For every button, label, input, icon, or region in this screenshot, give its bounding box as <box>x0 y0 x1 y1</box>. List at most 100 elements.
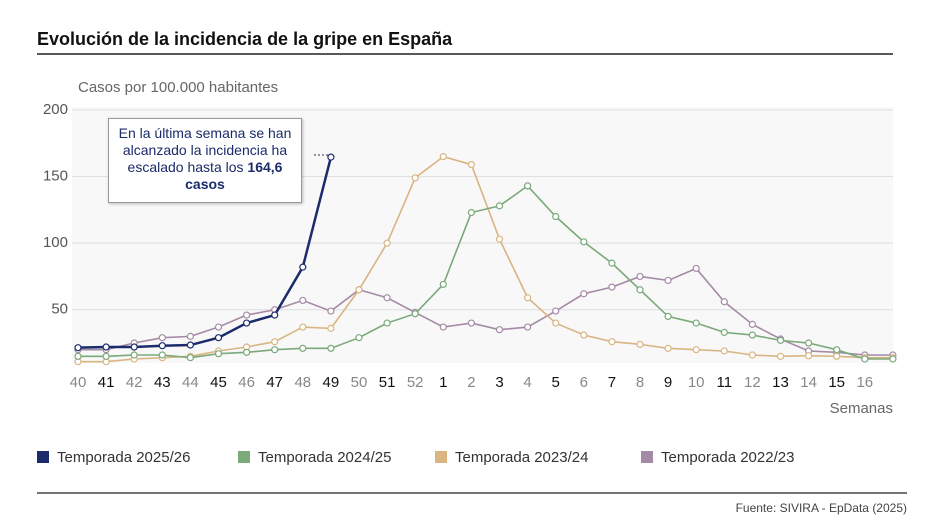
y-axis-label: Casos por 100.000 habitantes <box>78 79 278 96</box>
legend-label: Temporada 2023/24 <box>455 449 588 466</box>
data-point <box>495 202 504 210</box>
y-tick-label: 150 <box>43 168 68 185</box>
data-point <box>776 336 785 344</box>
x-tick-label: 14 <box>800 374 817 391</box>
data-point <box>186 354 194 362</box>
data-point <box>158 342 166 350</box>
data-point <box>299 263 307 271</box>
data-point <box>608 283 616 291</box>
data-point <box>776 352 785 360</box>
data-point <box>439 323 447 331</box>
legend-swatch <box>435 451 447 463</box>
annotation-text: En la última semana se han alcanzado la … <box>118 125 292 175</box>
x-tick-label: 16 <box>856 374 873 391</box>
data-point <box>523 294 532 302</box>
x-tick-label: 1 <box>439 374 447 391</box>
x-tick-label: 47 <box>266 374 283 391</box>
data-point <box>580 238 588 246</box>
series-line <box>78 155 893 363</box>
data-point <box>664 312 672 320</box>
data-point <box>748 331 757 339</box>
x-tick-label: 7 <box>608 374 616 391</box>
data-point <box>552 212 560 221</box>
data-point <box>74 352 82 360</box>
data-point <box>355 286 363 294</box>
legend-label: Temporada 2022/23 <box>661 449 794 466</box>
data-point <box>186 332 194 340</box>
data-point <box>271 338 279 346</box>
data-point <box>243 348 251 356</box>
data-point <box>383 319 391 327</box>
x-tick-label: 44 <box>182 374 199 391</box>
legend-swatch <box>238 451 250 463</box>
data-point <box>383 239 391 247</box>
data-point <box>467 319 475 327</box>
data-point <box>243 319 251 327</box>
x-tick-label: 3 <box>495 374 503 391</box>
data-point <box>523 182 532 190</box>
data-point <box>748 320 757 328</box>
x-tick-label: 40 <box>70 374 87 391</box>
data-point <box>74 344 82 352</box>
data-point <box>158 351 166 359</box>
source: Fuente: SIVIRA - EpData (2025) <box>736 501 907 515</box>
x-tick-label: 46 <box>238 374 255 391</box>
data-point <box>243 311 251 319</box>
data-point <box>327 344 335 352</box>
data-point <box>636 272 644 281</box>
x-tick-label: 15 <box>828 374 845 391</box>
x-tick-label: 42 <box>126 374 143 391</box>
data-point <box>327 324 335 332</box>
x-tick-label: 4 <box>523 374 531 391</box>
data-point <box>523 323 532 331</box>
data-point <box>692 319 700 327</box>
data-point <box>411 174 419 182</box>
data-point <box>158 334 166 342</box>
x-tick-label: 51 <box>379 374 396 391</box>
x-tick-label: 43 <box>154 374 171 391</box>
data-point <box>271 346 279 354</box>
data-point <box>355 334 363 342</box>
data-point <box>720 328 728 336</box>
data-point <box>411 310 419 318</box>
data-point <box>327 153 335 161</box>
data-point <box>692 264 700 273</box>
data-point <box>495 235 504 243</box>
data-point <box>467 208 475 217</box>
data-point <box>102 343 110 351</box>
data-point <box>186 341 194 349</box>
data-point <box>580 331 588 339</box>
series-line <box>77 156 333 349</box>
data-point <box>299 296 307 305</box>
series-line <box>78 184 893 360</box>
data-point <box>720 298 728 306</box>
data-point <box>833 346 841 354</box>
data-point <box>720 347 728 355</box>
data-point <box>299 344 307 352</box>
x-tick-label: 10 <box>688 374 705 391</box>
data-point <box>214 323 223 331</box>
x-tick-label: 12 <box>744 374 761 391</box>
x-tick-label: 5 <box>552 374 560 391</box>
x-tick-label: 11 <box>717 374 733 391</box>
data-point <box>130 343 138 351</box>
data-point <box>664 276 672 285</box>
x-tick-label: 8 <box>636 374 644 391</box>
annotation: En la última semana se han alcanzado la … <box>108 118 302 203</box>
x-tick-label: 52 <box>407 374 424 391</box>
x-tick-label: 50 <box>351 374 368 391</box>
data-point <box>552 307 560 315</box>
data-point <box>552 319 560 327</box>
data-point <box>748 351 757 359</box>
data-point <box>467 160 475 169</box>
data-point <box>608 338 616 346</box>
data-point <box>439 153 447 161</box>
legend-label: Temporada 2024/25 <box>258 449 391 466</box>
data-point <box>889 355 897 363</box>
x-tick-label: 41 <box>98 374 115 391</box>
x-tick-label: 2 <box>467 374 475 391</box>
y-tick-label: 200 <box>43 101 68 118</box>
data-point <box>804 352 813 360</box>
data-point <box>861 355 869 363</box>
